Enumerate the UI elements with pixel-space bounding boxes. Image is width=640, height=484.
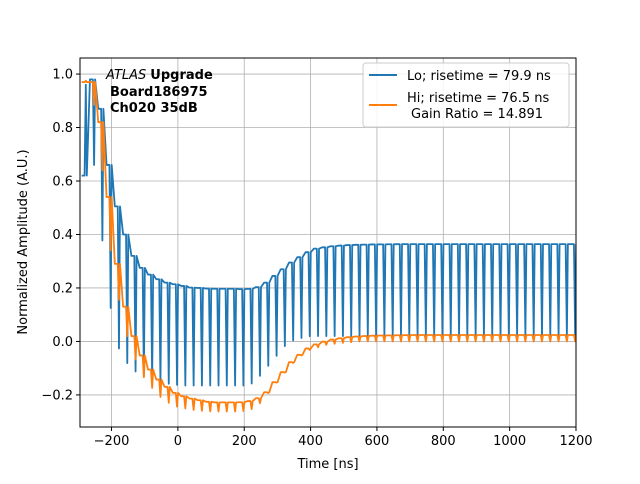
legend-label-lo: Lo; risetime = 79.9 ns [407, 69, 551, 84]
y-axis-label: Normalized Amplitude (A.U.) [16, 149, 31, 334]
annotation-line-1: ATLAS Upgrade [105, 68, 213, 83]
x-tick-label: 0 [174, 434, 182, 449]
y-tick-label: 0.0 [52, 335, 73, 350]
legend-box [362, 62, 570, 128]
x-axis-label: Time [ns] [296, 457, 358, 472]
ticks: −200 0 200 400 600 800 1000 1200 −0.2 0.0 0.2 0.4 0.… [41, 68, 592, 449]
annotation-block: ATLAS Upgrade Board186975 Ch020 35dB [105, 68, 213, 116]
axes-frame [79, 57, 577, 428]
x-tick-label: 1200 [559, 434, 592, 449]
annotation-channel: Ch020 35dB [110, 101, 198, 116]
annotation-experiment: ATLAS [105, 68, 146, 83]
x-tick-label: 200 [232, 434, 257, 449]
x-tick-label: 800 [431, 434, 456, 449]
y-tick-label: 0.4 [52, 228, 73, 243]
annotation-board: Board186975 [110, 85, 208, 100]
x-tick-label: 400 [298, 434, 323, 449]
y-tick-label: 0.6 [52, 175, 73, 190]
x-tick-label: −200 [94, 434, 130, 449]
legend-label-gain: Gain Ratio = 14.891 [411, 107, 543, 122]
series-line-lo [81, 78, 576, 387]
y-tick-label: −0.2 [41, 388, 73, 403]
y-tick-label: 1.0 [52, 68, 73, 83]
series-layer [81, 78, 576, 413]
series-line-hi [81, 79, 576, 413]
x-tick-label: 1000 [493, 434, 526, 449]
y-tick-label: 0.2 [52, 281, 73, 296]
x-tick-label: 600 [365, 434, 390, 449]
legend: Lo; risetime = 79.9 ns Hi; risetime = 76… [362, 62, 570, 128]
y-tick-label: 0.8 [52, 121, 73, 136]
annotation-tag: Upgrade [150, 68, 213, 83]
legend-label-hi: Hi; risetime = 76.5 ns [407, 91, 549, 106]
